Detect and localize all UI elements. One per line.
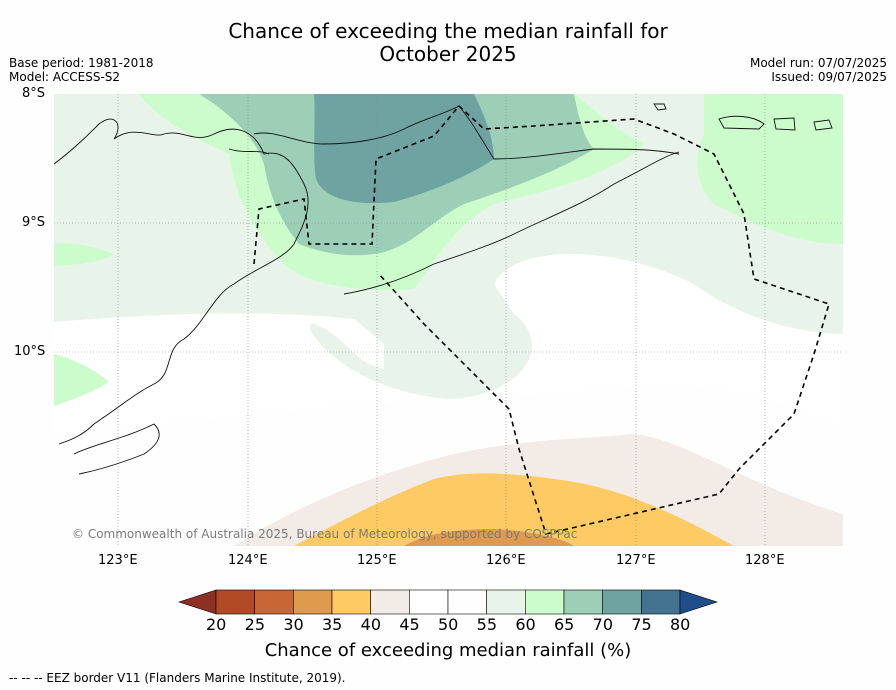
title-line-1: Chance of exceeding the median rainfall …	[228, 19, 668, 43]
map-title: Chance of exceeding the median rainfall …	[0, 20, 896, 66]
colorbar-tick-label: 45	[399, 615, 420, 634]
colorbar-under-arrow	[178, 589, 217, 615]
colorbar-segment-2	[293, 589, 333, 615]
lon-label-124e: 124°E	[228, 553, 268, 568]
base-period: Base period: 1981-2018	[9, 56, 154, 70]
model-name: Model: ACCESS-S2	[9, 70, 121, 84]
graticule	[54, 94, 843, 546]
colorbar-tick-label: 80	[670, 615, 691, 634]
colorbar-tick-label: 75	[631, 615, 652, 634]
colorbar-tick-label: 25	[244, 615, 266, 634]
contour-35-40	[294, 473, 734, 546]
meta-left: Base period: 1981-2018 Model: ACCESS-S2	[9, 56, 154, 84]
contour-60-65-west1	[54, 243, 114, 266]
colorbar-tick-label: 50	[438, 615, 459, 634]
lon-label-128e: 128°E	[745, 553, 785, 568]
footer-note: -- -- -- EEZ border V11 (Flanders Marine…	[9, 671, 346, 685]
colorbar-segment-7	[486, 589, 526, 615]
colorbar-tick-label: 20	[206, 615, 227, 634]
colorbar-segment-8	[525, 589, 565, 615]
colorbar-tick-label: 40	[360, 615, 382, 634]
colorbar-segment-1	[254, 589, 294, 615]
map-svg	[54, 94, 843, 546]
lat-label-10s: 10°S	[14, 344, 46, 359]
colorbar-segment-11	[641, 589, 681, 615]
colorbar-segment-10	[602, 589, 642, 615]
lat-label-9s: 9°S	[22, 215, 46, 230]
contour-60-65-west2	[54, 354, 109, 406]
colorbar-segment-6	[447, 589, 487, 615]
issued-date: Issued: 09/07/2025	[771, 70, 887, 84]
colorbar-tick-label: 30	[283, 615, 304, 634]
colorbar-tick-label: 70	[592, 615, 614, 634]
colorbar-segment-4	[370, 589, 410, 615]
colorbar-tick-label: 60	[515, 615, 536, 634]
lon-label-126e: 126°E	[486, 553, 526, 568]
title-line-2: October 2025	[379, 42, 517, 66]
colorbar-segment-0	[215, 589, 255, 615]
colorbar-over-arrow	[679, 589, 718, 615]
lon-label-125e: 125°E	[357, 553, 397, 568]
contour-60-65-east	[697, 94, 843, 244]
lat-label-8s: 8°S	[22, 86, 46, 101]
colorbar-segment-3	[331, 589, 371, 615]
colorbar	[178, 589, 718, 615]
colorbar-label: Chance of exceeding median rainfall (%)	[264, 640, 632, 661]
colorbar-segment-5	[409, 589, 449, 615]
colorbar-tick-label: 65	[554, 615, 575, 634]
colorbar-segment-9	[563, 589, 603, 615]
lon-label-123e: 123°E	[98, 553, 138, 568]
colorbar-tick-label: 35	[322, 615, 343, 634]
copyright-text: © Commonwealth of Australia 2025, Bureau…	[72, 527, 578, 541]
model-run: Model run: 07/07/2025	[749, 56, 887, 70]
map-area	[54, 94, 843, 546]
colorbar-tick-label: 55	[476, 615, 498, 634]
contour-30-35	[404, 529, 574, 546]
meta-right: Model run: 07/07/2025 Issued: 09/07/2025	[750, 56, 887, 84]
lon-label-127e: 127°E	[616, 553, 656, 568]
